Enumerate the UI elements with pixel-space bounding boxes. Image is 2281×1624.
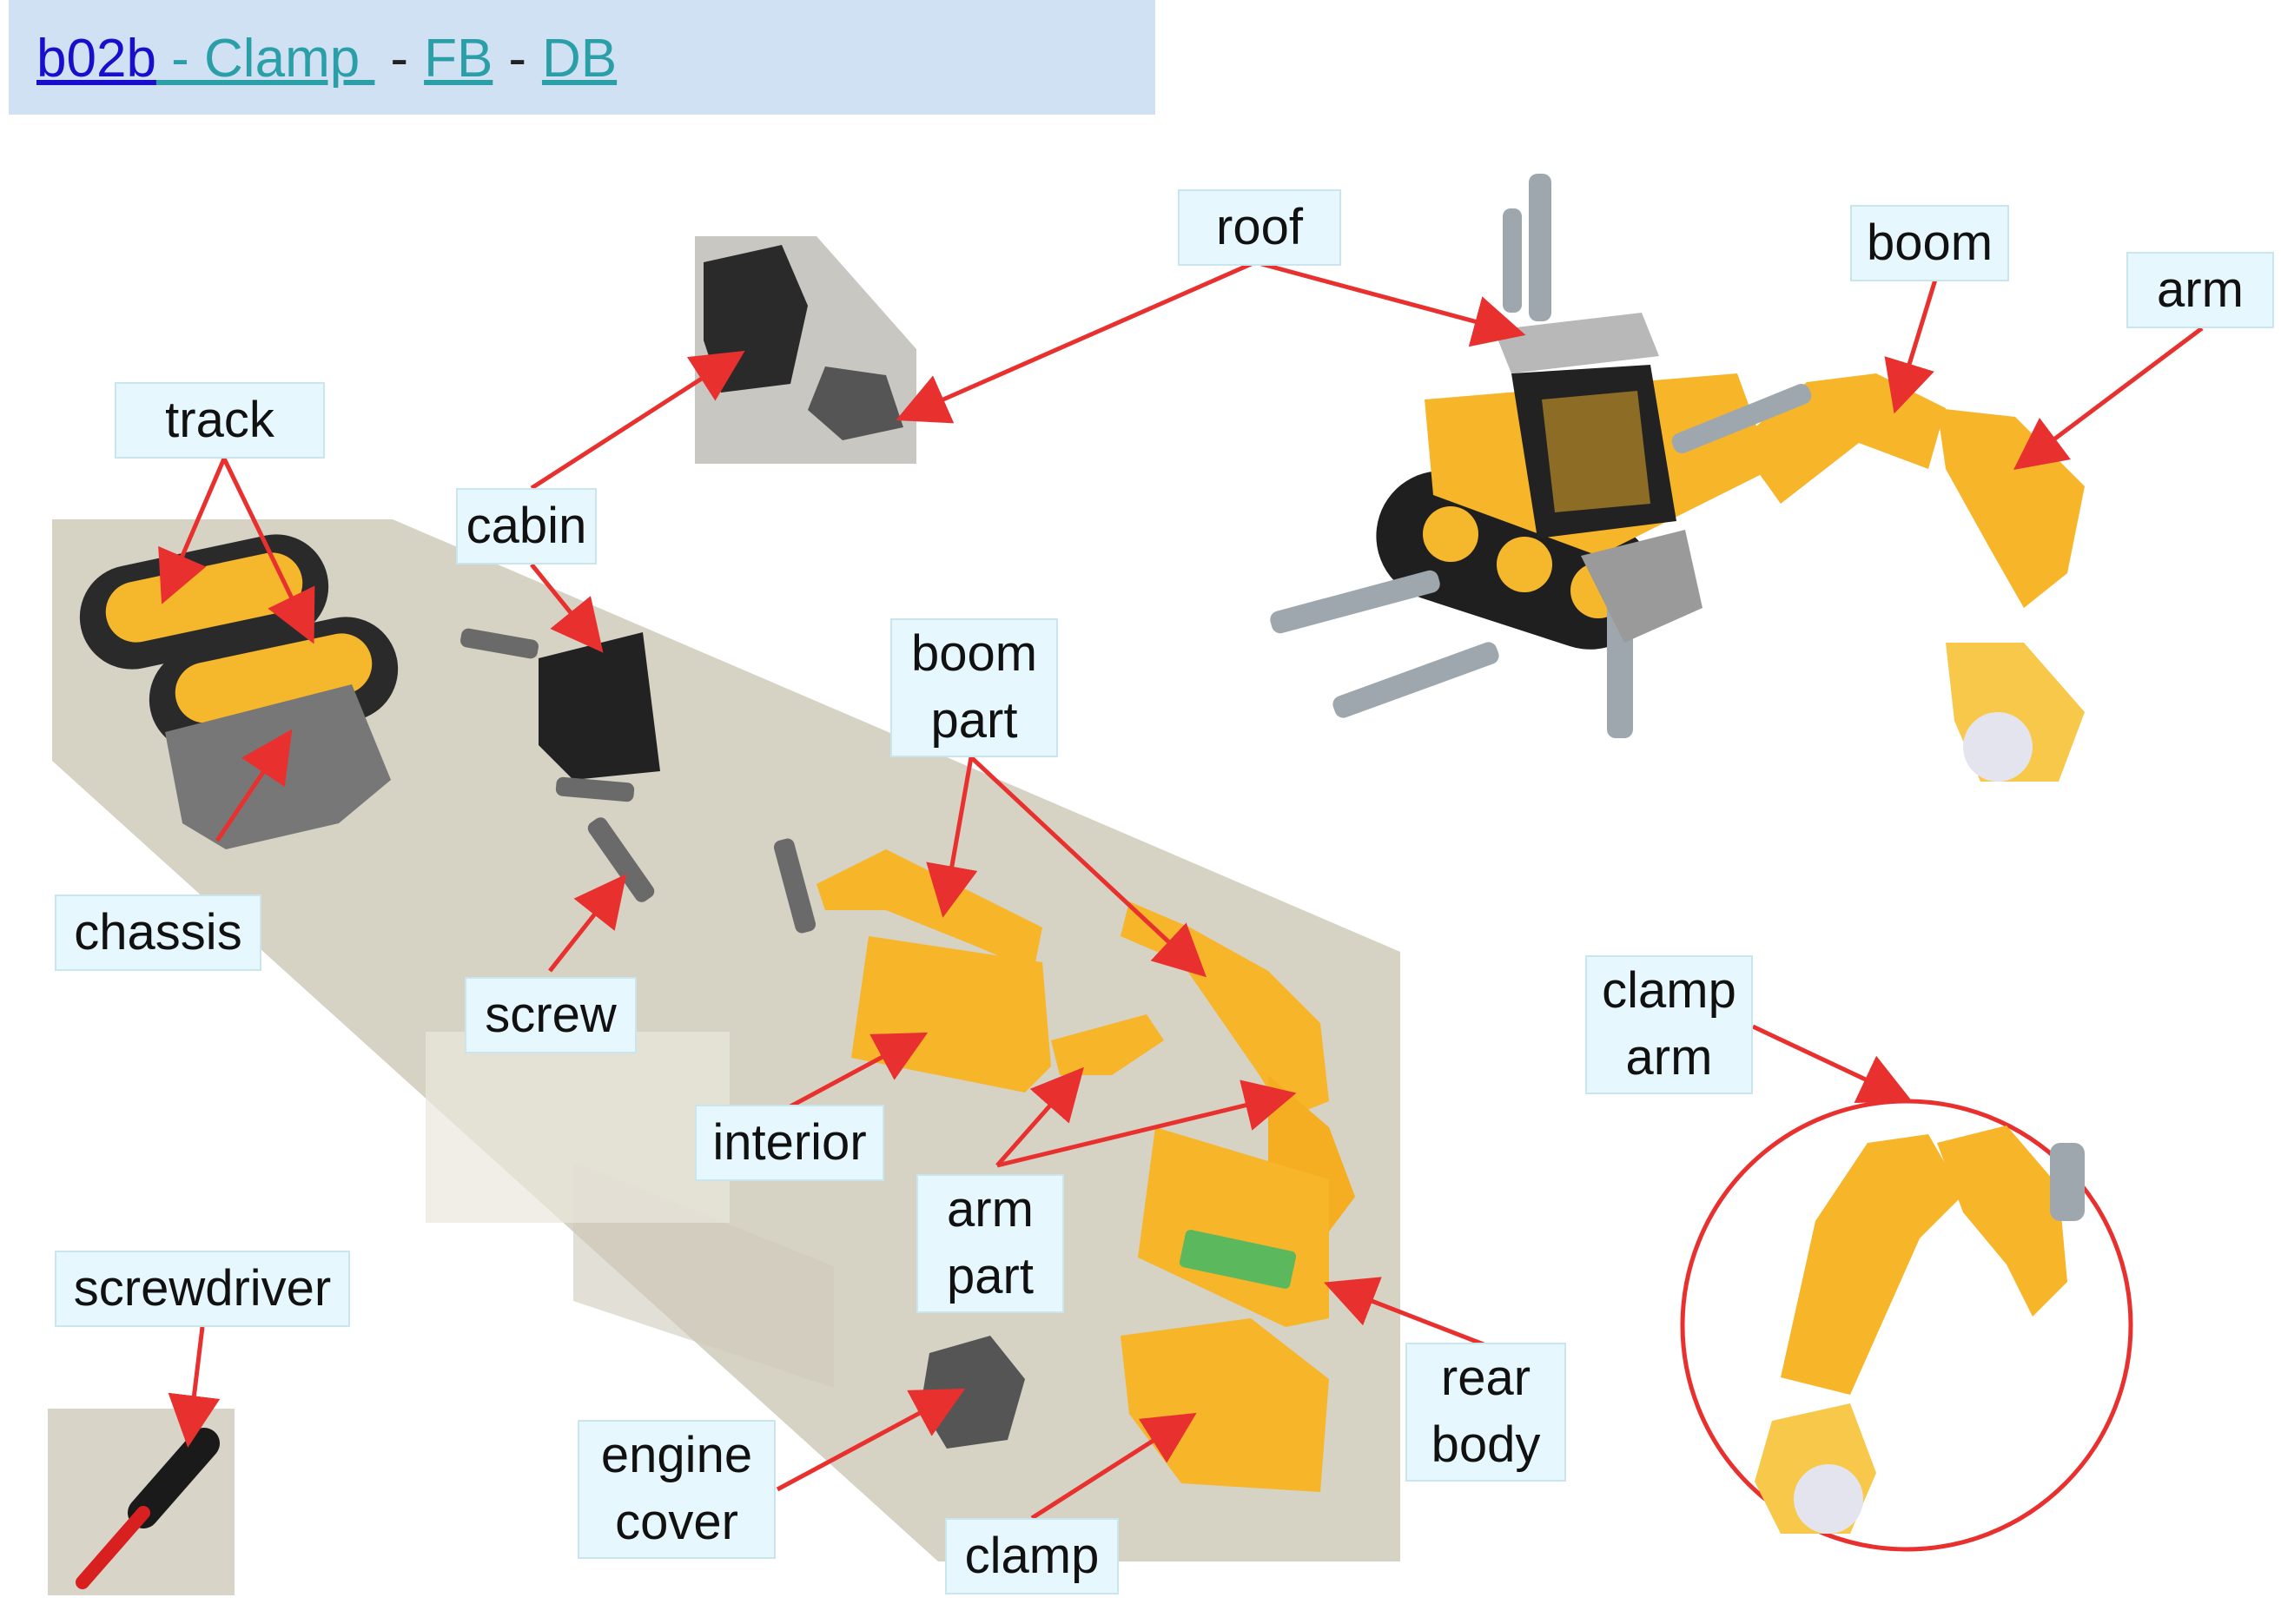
arrow [776, 1032, 929, 1116]
label-clamp-arm: clamp arm [1585, 955, 1753, 1094]
label-text: roof [1216, 198, 1303, 255]
separator: - [390, 29, 409, 89]
header-links: b02b - Clamp - FB - DB [36, 28, 617, 89]
label-text: engine [600, 1427, 753, 1484]
label-boom-part: boom part [890, 618, 1058, 757]
label-text: screwdriver [73, 1259, 332, 1317]
label-text: body [1431, 1416, 1541, 1473]
label-text: screw [485, 986, 617, 1043]
arrow [168, 1326, 221, 1448]
arrow [995, 1066, 1084, 1167]
label-text: arm [2157, 261, 2244, 318]
label-screwdriver: screwdriver [55, 1251, 350, 1327]
arrow [1254, 260, 1526, 347]
label-arm-part: arm part [916, 1174, 1064, 1313]
title-link[interactable]: - Clamp [155, 29, 375, 89]
parts-table-photo [52, 519, 1400, 1561]
arrow [215, 729, 293, 842]
arrow [926, 756, 978, 918]
header-bar: b02b - Clamp - FB - DB [9, 0, 1155, 115]
label-interior: interior [695, 1105, 884, 1181]
label-rear-body: rear body [1405, 1343, 1566, 1482]
label-text: clamp [1602, 962, 1736, 1020]
label-text: boom [910, 625, 1038, 683]
arrow [896, 260, 1257, 424]
label-text: rear [1440, 1350, 1531, 1407]
label-text: arm [1625, 1029, 1713, 1086]
label-cabin: cabin [456, 488, 597, 564]
label-text: part [930, 692, 1018, 749]
arrow [996, 1079, 1297, 1168]
label-arm: arm [2126, 252, 2274, 328]
label-text: cabin [466, 497, 587, 554]
label-track: track [115, 382, 325, 459]
label-text: part [947, 1248, 1034, 1304]
label-text: interior [712, 1113, 867, 1171]
assembled-excavator-photo [1270, 174, 2085, 782]
arrow [1030, 1412, 1197, 1521]
arrow [158, 458, 227, 604]
code-link[interactable]: b02b [36, 29, 156, 89]
label-text: arm [947, 1181, 1034, 1238]
arrow [969, 756, 1207, 978]
label-text: cover [615, 1494, 738, 1550]
label-text: boom [1866, 214, 1993, 271]
arrow [1324, 1277, 1484, 1347]
label-screw: screw [465, 977, 637, 1053]
label-clamp: clamp [945, 1518, 1119, 1594]
clamp-arm-detail [1680, 1099, 2133, 1552]
label-roof: roof [1178, 189, 1341, 266]
arrow [776, 1388, 966, 1492]
label-text: chassis [74, 903, 242, 961]
label-chassis: chassis [55, 895, 261, 971]
fb-link[interactable]: FB [424, 29, 493, 89]
separator: - [508, 29, 526, 89]
arrow [2013, 327, 2204, 471]
label-text: track [165, 391, 274, 448]
arrow [530, 350, 745, 491]
arrow [1884, 279, 1938, 414]
arrow [548, 874, 627, 973]
arrow [1751, 1024, 1913, 1103]
db-link[interactable]: DB [541, 29, 618, 89]
cabin-roof-photo [695, 236, 916, 464]
screwdriver-photo [48, 1409, 235, 1595]
label-text: clamp [964, 1527, 1100, 1584]
arrow [221, 457, 315, 644]
arrow [530, 563, 604, 653]
label-engine-cover: engine cover [578, 1420, 776, 1559]
label-boom: boom [1850, 205, 2009, 281]
